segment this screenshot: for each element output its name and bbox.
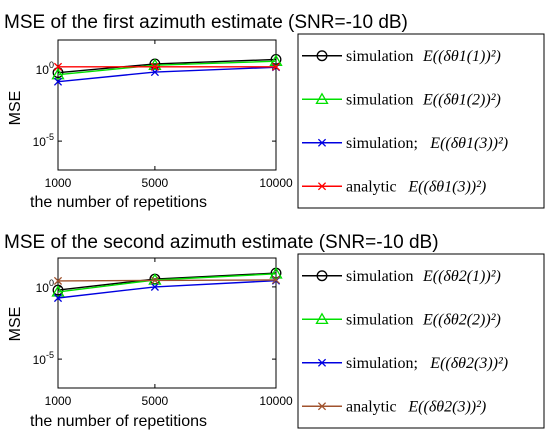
legend-entry: simulation; E((δθ2(3))²) <box>302 355 508 372</box>
legend-math-label: E((δθ1(2))²) <box>422 91 501 108</box>
legend-label: simulation; <box>346 355 418 372</box>
data-point-circle-marker <box>316 50 328 62</box>
x-tick-label: 5000 <box>142 394 169 408</box>
legend-math-label: E((δθ1(3))²) <box>429 135 508 152</box>
series-line <box>57 60 277 76</box>
legend-math-label: E((δθ2(1))²) <box>422 268 501 285</box>
legend-math-label: E((δθ1(3))²) <box>407 178 486 195</box>
legend-entry: simulation E((δθ2(2))²) <box>302 311 501 328</box>
data-point-triangle-marker <box>315 92 329 105</box>
data-point-x-marker <box>53 77 63 86</box>
series-line <box>57 279 277 299</box>
x-axis-label: the number of repetitions <box>30 194 207 211</box>
legend-math-label: E((δθ2(2))²) <box>422 311 501 328</box>
series-line <box>57 272 277 291</box>
data-point-x-marker <box>317 182 327 191</box>
legend-entry: simulation; E((δθ1(3))²) <box>302 135 508 152</box>
chart-first-azimuth: MSE of the first azimuth estimate (SNR=-… <box>4 12 408 211</box>
x-tick-label: 10000 <box>259 176 293 190</box>
series-line <box>57 58 277 74</box>
legend-label: simulation <box>346 268 414 285</box>
y-tick-label: 100 <box>36 60 54 77</box>
chart-second-azimuth: MSE of the second azimuth estimate (SNR=… <box>4 232 439 430</box>
data-point-triangle-marker <box>269 54 283 66</box>
data-point-x-marker <box>150 276 159 285</box>
x-tick-label: 1000 <box>45 394 72 408</box>
data-point-triangle-marker <box>315 312 329 325</box>
y-axis-label: MSE <box>7 307 24 342</box>
data-point-triangle-marker <box>51 285 65 297</box>
legend-entry: analytic E((δθ2(3))²) <box>302 398 486 415</box>
data-point-x-marker <box>53 293 63 303</box>
legend-box <box>297 33 545 209</box>
legend-label: analytic <box>346 178 397 195</box>
data-point-triangle-marker <box>269 267 283 279</box>
data-point-x-marker <box>271 275 281 285</box>
legend-box <box>297 253 545 429</box>
legend-entry: analytic E((δθ1(3))²) <box>302 178 486 195</box>
data-point-x-marker <box>317 138 327 147</box>
data-point-x-marker <box>317 402 327 411</box>
data-point-triangle-marker <box>51 67 65 80</box>
series-line <box>57 279 277 282</box>
y-axis-label: MSE <box>7 91 24 126</box>
x-axis-label: the number of repetitions <box>30 413 207 430</box>
legend-math-label: E((δθ2(3))²) <box>429 355 508 372</box>
plot-area <box>57 39 277 171</box>
y-tick-label: 100 <box>36 278 54 295</box>
plot-area <box>57 257 277 389</box>
data-point-x-marker <box>317 358 327 367</box>
x-tick-label: 1000 <box>45 176 72 190</box>
chart-title: MSE of the first azimuth estimate (SNR=-… <box>4 12 408 33</box>
data-point-x-marker <box>53 276 63 285</box>
legend-label: simulation <box>346 311 414 328</box>
legend-label: simulation <box>346 48 414 65</box>
legend-label: simulation; <box>346 135 418 152</box>
data-point-triangle-marker <box>148 273 162 285</box>
y-tick-label: 10-5 <box>33 132 54 149</box>
data-point-circle-marker <box>316 270 328 282</box>
legend-label: simulation <box>346 91 414 108</box>
y-tick-label: 10-5 <box>33 350 54 367</box>
x-tick-label: 10000 <box>259 394 293 408</box>
legend-math-label: E((δθ1(1))²) <box>422 48 501 65</box>
data-point-x-marker <box>150 282 159 291</box>
data-point-x-marker <box>53 62 63 71</box>
legend-first-azimuth: simulation E((δθ1(1))²) simulation E((δθ1(2… <box>297 33 545 209</box>
legend-second-azimuth: simulation E((δθ2(1))²) simulation E((δθ2(2… <box>297 253 545 429</box>
x-tick-label: 5000 <box>142 176 169 190</box>
legend-label: analytic <box>346 398 397 415</box>
data-point-x-marker <box>150 62 159 71</box>
legend-math-label: E((δθ2(3))²) <box>407 398 486 415</box>
legend-entry: simulation E((δθ1(1))²) <box>302 48 501 65</box>
legend-entry: simulation E((δθ2(1))²) <box>302 268 501 285</box>
legend-entry: simulation E((δθ1(2))²) <box>302 91 501 108</box>
data-point-x-marker <box>271 62 281 71</box>
chart-title: MSE of the second azimuth estimate (SNR=… <box>4 232 439 253</box>
